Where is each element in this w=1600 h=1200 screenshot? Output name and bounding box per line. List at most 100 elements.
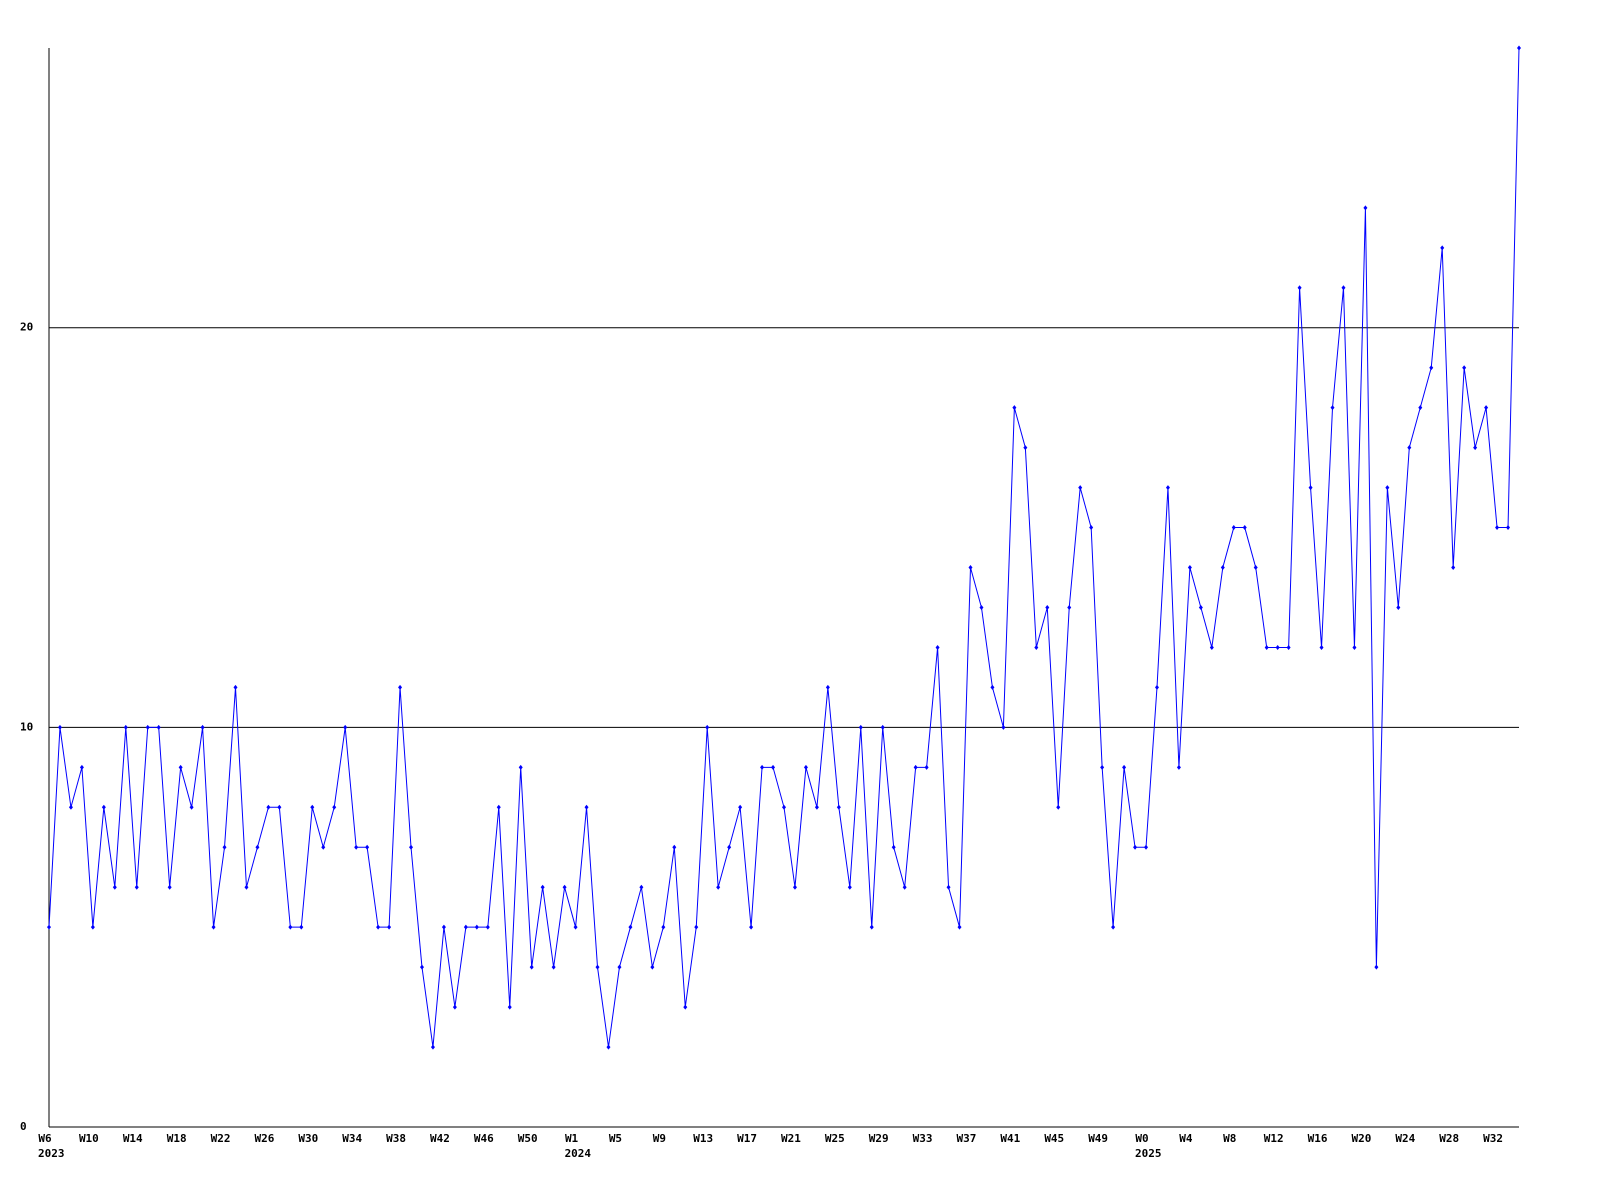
data-point bbox=[365, 844, 370, 850]
data-point bbox=[1418, 405, 1423, 411]
data-point bbox=[156, 724, 161, 730]
data-point bbox=[771, 764, 776, 770]
data-point bbox=[1506, 525, 1511, 531]
data-point bbox=[321, 844, 326, 850]
data-point bbox=[1407, 445, 1412, 451]
data-point bbox=[233, 684, 238, 690]
data-point bbox=[661, 924, 666, 930]
data-point bbox=[222, 844, 227, 850]
data-point bbox=[562, 884, 567, 890]
data-point bbox=[1067, 604, 1072, 610]
data-point bbox=[913, 764, 918, 770]
data-point bbox=[354, 844, 359, 850]
y-tick-label: 0 bbox=[20, 1120, 27, 1133]
data-point bbox=[1144, 844, 1149, 850]
x-tick-label: W5 bbox=[609, 1132, 622, 1145]
x-tick-label: W16 bbox=[1308, 1132, 1328, 1145]
data-point bbox=[727, 844, 732, 850]
data-point bbox=[57, 724, 62, 730]
x-tick-label: W38 bbox=[386, 1132, 406, 1145]
data-point bbox=[1363, 205, 1368, 211]
x-year-label: 2025 bbox=[1135, 1147, 1162, 1160]
data-point bbox=[869, 924, 874, 930]
data-point bbox=[1056, 804, 1061, 810]
data-point bbox=[990, 684, 995, 690]
data-point bbox=[1034, 644, 1039, 650]
data-point bbox=[979, 604, 984, 610]
data-point bbox=[167, 884, 172, 890]
data-point bbox=[1451, 565, 1456, 571]
data-point bbox=[628, 924, 633, 930]
x-tick-label: W4 bbox=[1179, 1132, 1193, 1145]
x-tick-label: W9 bbox=[653, 1132, 666, 1145]
data-point bbox=[1308, 485, 1313, 491]
data-point bbox=[452, 1004, 457, 1010]
data-point bbox=[1133, 844, 1138, 850]
data-point bbox=[409, 844, 414, 850]
x-tick-label: W18 bbox=[167, 1132, 187, 1145]
x-tick-label: W25 bbox=[825, 1132, 845, 1145]
data-point bbox=[332, 804, 337, 810]
x-tick-label: W17 bbox=[737, 1132, 757, 1145]
data-point bbox=[606, 1044, 611, 1050]
data-point bbox=[419, 964, 424, 970]
data-point bbox=[650, 964, 655, 970]
data-point bbox=[716, 884, 721, 890]
data-point bbox=[68, 804, 73, 810]
data-point bbox=[584, 804, 589, 810]
x-year-label: 2023 bbox=[38, 1147, 65, 1160]
data-point bbox=[507, 1004, 512, 1010]
data-point bbox=[299, 924, 304, 930]
data-point bbox=[1253, 565, 1258, 571]
data-point bbox=[266, 804, 271, 810]
data-point bbox=[957, 924, 962, 930]
data-point bbox=[639, 884, 644, 890]
x-tick-label: W14 bbox=[123, 1132, 143, 1145]
data-point bbox=[145, 724, 150, 730]
x-tick-label: W21 bbox=[781, 1132, 801, 1145]
data-point bbox=[244, 884, 249, 890]
x-tick-label: W33 bbox=[913, 1132, 933, 1145]
data-point bbox=[1198, 604, 1203, 610]
data-point bbox=[123, 724, 128, 730]
data-point bbox=[672, 844, 677, 850]
data-point bbox=[694, 924, 699, 930]
data-point bbox=[1078, 485, 1083, 491]
data-point bbox=[430, 1044, 435, 1050]
x-tick-label: W45 bbox=[1044, 1132, 1064, 1145]
data-point bbox=[1517, 45, 1521, 51]
x-tick-label: W6 bbox=[38, 1132, 52, 1145]
data-point bbox=[1319, 644, 1324, 650]
x-tick-label: W37 bbox=[957, 1132, 977, 1145]
data-point bbox=[935, 644, 940, 650]
x-tick-label: W0 bbox=[1135, 1132, 1148, 1145]
data-point bbox=[200, 724, 205, 730]
data-point bbox=[1484, 405, 1489, 411]
data-point bbox=[617, 964, 622, 970]
data-point bbox=[760, 764, 765, 770]
data-point bbox=[880, 724, 885, 730]
data-point bbox=[924, 764, 929, 770]
data-point bbox=[1122, 764, 1127, 770]
data-point bbox=[1045, 604, 1050, 610]
data-point bbox=[1111, 924, 1116, 930]
data-point bbox=[1001, 724, 1006, 730]
data-point bbox=[189, 804, 194, 810]
data-point bbox=[1089, 525, 1094, 531]
data-point bbox=[1176, 764, 1181, 770]
data-point bbox=[1023, 445, 1028, 451]
data-point bbox=[376, 924, 381, 930]
data-point bbox=[968, 565, 973, 571]
data-point bbox=[1297, 285, 1302, 291]
data-point bbox=[847, 884, 852, 890]
data-point bbox=[573, 924, 578, 930]
data-point bbox=[836, 804, 841, 810]
x-tick-label: W1 bbox=[565, 1132, 579, 1145]
data-point bbox=[1231, 525, 1236, 531]
x-tick-label: W8 bbox=[1223, 1132, 1236, 1145]
data-point bbox=[1286, 644, 1291, 650]
data-point bbox=[705, 724, 710, 730]
data-point bbox=[792, 884, 797, 890]
data-point bbox=[595, 964, 600, 970]
